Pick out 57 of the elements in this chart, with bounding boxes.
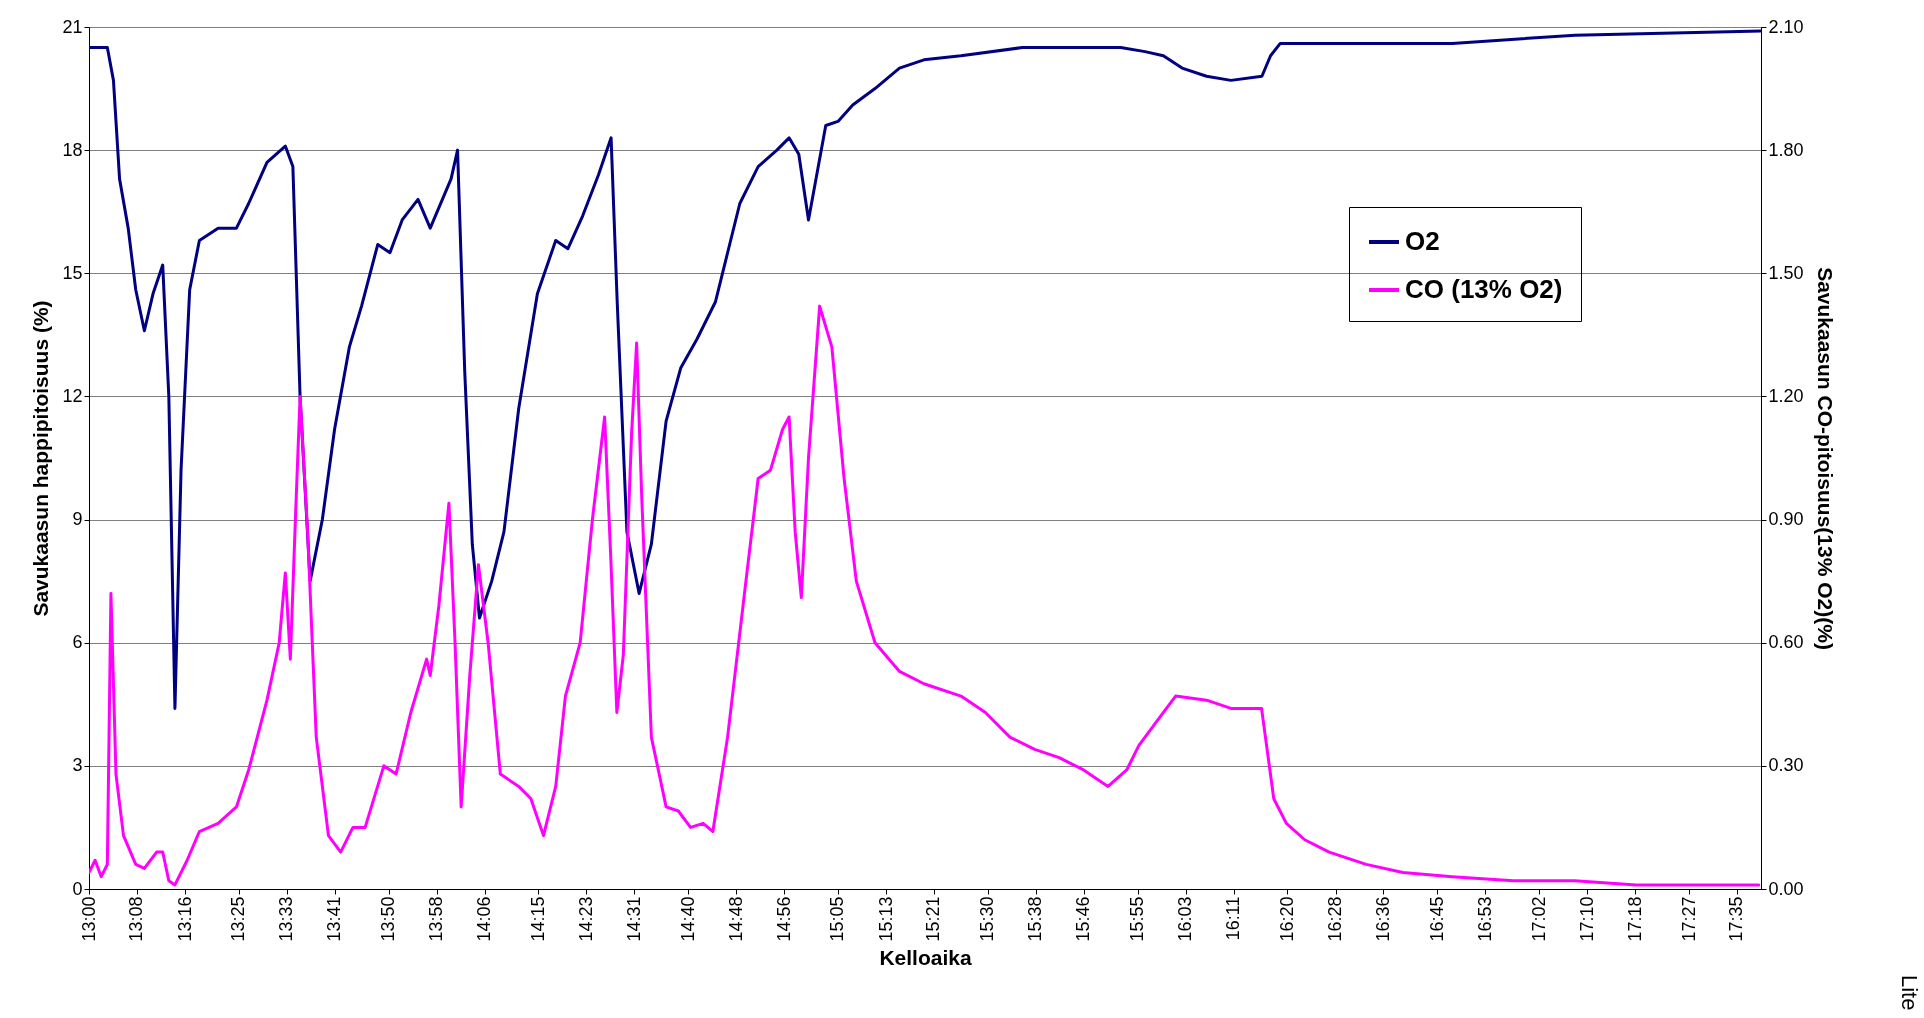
x-tick-label: 17:02 xyxy=(1528,896,1549,942)
y-tick-label: 9 xyxy=(72,509,83,530)
x-tick-label: 13:08 xyxy=(126,896,147,942)
x-tick-label: 15:46 xyxy=(1073,896,1094,942)
x-tick-label: 16:03 xyxy=(1175,896,1196,942)
x-tick-label: 17:27 xyxy=(1678,896,1699,942)
x-tick-label: 14:48 xyxy=(725,896,746,942)
y-tick-label: 15 xyxy=(62,262,83,283)
line-series xyxy=(89,29,1761,710)
y2-tick-label: 0.00 xyxy=(1768,878,1804,899)
text: Lite xyxy=(1896,974,1922,1010)
y-tick-label: 3 xyxy=(72,755,83,776)
y2-tick-label: 0.90 xyxy=(1768,509,1804,530)
x-tick-label: 17:10 xyxy=(1576,896,1597,942)
y-tick-label: 6 xyxy=(72,632,83,653)
x-tick-label: 13:58 xyxy=(426,896,447,942)
y-axis-title: Savukaasun happipitoisuus (%) xyxy=(29,300,53,617)
y-tick-label: 12 xyxy=(62,385,83,406)
x-tick-label: 16:28 xyxy=(1325,896,1346,942)
x-tick-label: 16:11 xyxy=(1223,896,1244,941)
x-tick-label: 15:38 xyxy=(1025,896,1046,942)
x-tick-label: 15:21 xyxy=(923,896,944,942)
x-tick-label: 14:15 xyxy=(527,896,548,942)
y2-tick-label: 1.20 xyxy=(1768,385,1804,406)
legend-label: O2 xyxy=(1405,226,1440,256)
y2-tick-label: 0.60 xyxy=(1768,632,1804,653)
x-tick-label: 15:30 xyxy=(977,896,998,942)
x-tick-label: 13:25 xyxy=(228,896,249,942)
x-tick-label: 15:55 xyxy=(1127,896,1148,942)
y2-tick-label: 1.50 xyxy=(1768,262,1804,283)
x-tick-label: 13:00 xyxy=(78,896,99,942)
legend-label: CO (13% O2) xyxy=(1405,274,1563,304)
x-tick-label: 16:20 xyxy=(1276,896,1297,942)
x-tick-label: 14:40 xyxy=(677,896,698,942)
x-tick-label: 14:31 xyxy=(623,896,644,942)
x-tick-label: 14:06 xyxy=(474,896,495,942)
y-tick-label: 21 xyxy=(62,16,83,37)
x-axis-title: Kelloaika xyxy=(879,945,972,969)
x-tick-label: 17:35 xyxy=(1726,896,1747,942)
x-tick-label: 13:33 xyxy=(276,896,297,942)
x-tick-label: 16:53 xyxy=(1474,896,1495,942)
x-tick-label: 14:23 xyxy=(575,896,596,942)
x-tick-label: 15:05 xyxy=(827,896,848,942)
y2-tick-label: 2.10 xyxy=(1768,16,1804,37)
x-tick-label: 15:13 xyxy=(875,896,896,942)
y-tick-label: 0 xyxy=(72,878,83,899)
y2-tick-label: 1.80 xyxy=(1768,139,1804,160)
x-tick-label: 17:18 xyxy=(1624,896,1645,942)
y2-axis-title: Savukaasun CO-pitoisuus(13% O2)(%) xyxy=(1813,267,1837,650)
y2-tick-label: 0.30 xyxy=(1768,755,1804,776)
x-tick-label: 16:36 xyxy=(1372,896,1393,942)
x-tick-label: 14:56 xyxy=(773,896,794,942)
x-tick-label: 13:50 xyxy=(378,896,399,942)
y-tick-label: 18 xyxy=(62,139,83,160)
x-tick-label: 13:16 xyxy=(174,896,195,942)
x-tick-label: 16:45 xyxy=(1426,896,1447,942)
x-tick-label: 13:41 xyxy=(324,896,345,942)
